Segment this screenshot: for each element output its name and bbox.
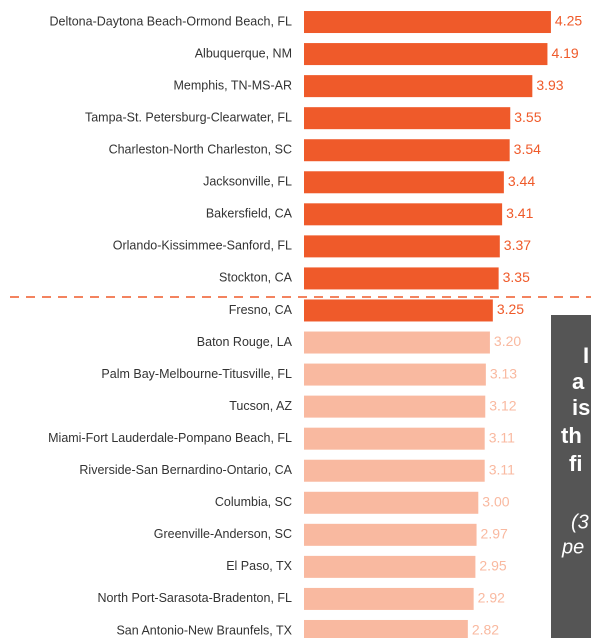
annotation-note: pe <box>561 536 584 558</box>
category-label: Bakersfield, CA <box>206 207 293 221</box>
value-label: 3.25 <box>497 301 524 317</box>
value-label: 3.00 <box>482 493 509 509</box>
value-label: 3.12 <box>489 397 516 413</box>
category-label: Columbia, SC <box>215 495 292 509</box>
category-label: North Port-Sarasota-Bradenton, FL <box>97 591 292 605</box>
bar <box>304 331 490 354</box>
bar <box>304 491 479 514</box>
category-label: Palm Bay-Melbourne-Titusville, FL <box>101 367 292 381</box>
category-label: San Antonio-New Braunfels, TX <box>116 623 292 637</box>
category-label: Fresno, CA <box>229 303 293 317</box>
value-label: 3.54 <box>514 141 541 157</box>
value-label: 3.35 <box>503 269 530 285</box>
value-label: 4.25 <box>555 13 582 29</box>
bar <box>304 11 551 34</box>
bar <box>304 587 474 610</box>
bar <box>304 107 511 130</box>
bar <box>304 75 533 98</box>
category-label: Jacksonville, FL <box>203 175 292 189</box>
value-label: 3.93 <box>536 77 563 93</box>
annotation-text: fi <box>569 451 582 476</box>
category-label: Orlando-Kissimmee-Sanford, FL <box>113 239 292 253</box>
category-label: Riverside-San Bernardino-Ontario, CA <box>79 463 292 477</box>
value-label: 3.13 <box>490 365 517 381</box>
value-label: 3.11 <box>489 429 515 445</box>
bar <box>304 171 504 194</box>
annotation-box <box>551 315 591 638</box>
category-label: Albuquerque, NM <box>195 46 292 60</box>
annotation-text: is <box>572 395 590 420</box>
value-label: 3.55 <box>514 109 541 125</box>
bar <box>304 139 510 162</box>
bar <box>304 363 486 386</box>
category-label: Memphis, TN-MS-AR <box>173 78 292 92</box>
value-label: 4.19 <box>551 45 578 61</box>
bar <box>304 395 486 418</box>
bar <box>304 203 503 226</box>
value-label: 3.37 <box>504 237 531 253</box>
bar <box>304 43 548 66</box>
annotation-text: I <box>583 343 589 368</box>
bar <box>304 427 485 450</box>
category-label: Stockton, CA <box>219 271 293 285</box>
annotation-text: th <box>561 423 582 448</box>
category-label: Deltona-Daytona Beach-Ormond Beach, FL <box>50 14 293 28</box>
value-label: 3.20 <box>494 333 521 349</box>
bar <box>304 459 485 482</box>
category-label: Tampa-St. Petersburg-Clearwater, FL <box>85 110 292 124</box>
value-label: 2.95 <box>479 558 506 574</box>
bar <box>304 267 499 290</box>
annotation-text: a <box>572 369 585 394</box>
category-label: Baton Rouge, LA <box>197 335 293 349</box>
bar <box>304 619 468 638</box>
value-label: 2.97 <box>481 526 508 542</box>
value-label: 3.44 <box>508 173 535 189</box>
bar <box>304 299 493 322</box>
value-label: 2.82 <box>472 622 499 638</box>
value-label: 2.92 <box>478 590 505 606</box>
bar <box>304 523 477 546</box>
category-label: Greenville-Anderson, SC <box>154 527 292 541</box>
category-label: Tucson, AZ <box>229 399 292 413</box>
value-label: 3.41 <box>506 205 533 221</box>
bar <box>304 555 476 578</box>
category-label: Miami-Fort Lauderdale-Pompano Beach, FL <box>48 431 292 445</box>
category-label: El Paso, TX <box>226 559 292 573</box>
category-label: Charleston-North Charleston, SC <box>109 143 292 157</box>
value-label: 3.11 <box>489 461 515 477</box>
bar <box>304 235 500 258</box>
annotation-note: (3 <box>571 511 589 533</box>
